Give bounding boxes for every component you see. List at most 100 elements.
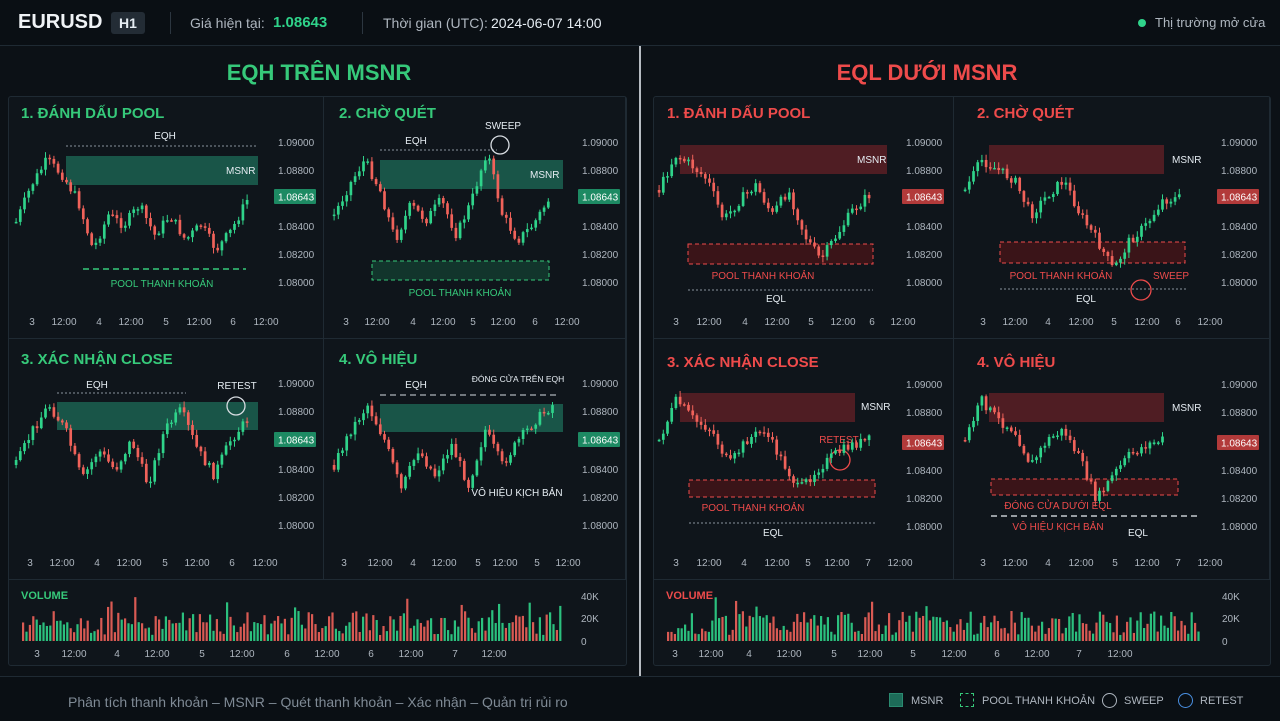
top-bar: EURUSD H1 Giá hiện tại: 1.08643 Thời gia… (0, 0, 1280, 46)
volume-bar (1170, 611, 1173, 641)
candle-body (1131, 237, 1135, 242)
volume-bar (467, 617, 470, 641)
volume-bar (1078, 614, 1081, 641)
volume-bar (389, 616, 392, 641)
volume-bar (243, 623, 246, 641)
price-axis-label: 1.08800 (582, 407, 619, 418)
volume-bar (256, 623, 259, 641)
time-axis-label: 5 (163, 317, 169, 328)
volume-time-label: 12:00 (314, 649, 339, 660)
candle-body (1135, 452, 1139, 455)
volume-bar (714, 597, 717, 641)
volume-bar (1197, 631, 1200, 641)
candle-body (391, 217, 395, 230)
candle-body (504, 214, 508, 218)
candle-body (1077, 206, 1080, 214)
eql-label: EQL (1076, 294, 1096, 305)
market-status-dot-icon (1138, 19, 1146, 27)
volume-bar (979, 622, 982, 641)
candle-body (429, 210, 433, 224)
volume-bar (362, 616, 365, 641)
candle-body (708, 429, 711, 432)
price-tag-label: 1.08643 (1221, 439, 1258, 450)
price-axis-label: 1.08800 (906, 166, 943, 177)
volume-bar (93, 631, 96, 641)
candle-body (56, 163, 60, 173)
candle-body (521, 232, 525, 243)
timeframe-badge[interactable]: H1 (111, 12, 145, 34)
candle-body (1022, 445, 1026, 454)
volume-bar (358, 631, 361, 641)
volume-bar (1102, 614, 1105, 641)
candle-body (530, 227, 533, 230)
candle-body (399, 229, 403, 240)
volume-bar (188, 618, 191, 641)
candle-body (1173, 197, 1177, 202)
candle-body (1110, 475, 1114, 482)
candle-body (77, 191, 81, 209)
candle-body (542, 411, 546, 414)
volume-bar (962, 629, 965, 641)
candle-body (741, 441, 745, 453)
pool-label: POOL THANH KHOẢN (712, 269, 815, 282)
candle-body (813, 474, 816, 483)
volume-bar (181, 612, 184, 641)
candle-body (1014, 177, 1017, 183)
volume-bar (304, 628, 307, 641)
candle-body (441, 458, 445, 471)
left-section-title: EQH TRÊN MSNR (226, 60, 412, 85)
volume-bar (402, 613, 405, 641)
volume-bar (901, 611, 904, 641)
volume-bar (945, 620, 948, 641)
candle-body (729, 455, 732, 459)
volume-bar (1013, 622, 1016, 641)
volume-bar (246, 612, 249, 641)
candle-body (345, 195, 349, 202)
volume-bar (253, 622, 256, 641)
volume-bar (718, 618, 721, 641)
volume-bar (69, 628, 72, 641)
volume-bar (809, 618, 812, 641)
time-label: Thời gian (UTC): (383, 15, 488, 31)
candle-body (821, 255, 825, 258)
candle-body (23, 443, 26, 452)
candle-body (1030, 460, 1034, 462)
candle-body (829, 453, 833, 458)
price-axis-label: 1.08200 (906, 494, 943, 505)
candle-body (115, 215, 119, 219)
time-axis-label: 12:00 (118, 317, 143, 328)
candle-body (829, 240, 833, 246)
market-status: Thị trường mở cửa (1155, 15, 1266, 30)
volume-bar (1064, 627, 1067, 641)
candle-body (378, 424, 382, 435)
volume-bar (697, 634, 700, 641)
volume-bar (311, 614, 314, 641)
candle-body (976, 162, 980, 172)
volume-axis-label: 40K (581, 592, 599, 603)
current-time: 2024-06-07 14:00 (491, 15, 602, 31)
candle-body (387, 209, 391, 218)
symbol-label[interactable]: EURUSD (18, 11, 103, 33)
volume-bar (830, 631, 833, 641)
volume-bar (45, 625, 48, 641)
candle-body (867, 435, 871, 441)
candle-body (404, 215, 407, 230)
candle-body (762, 192, 766, 203)
candle-body (733, 453, 737, 459)
volume-bar (399, 615, 402, 641)
volume-bar (1160, 615, 1163, 641)
volume-bar (35, 619, 38, 641)
candle-body (446, 203, 449, 215)
volume-bar (687, 630, 690, 641)
volume-time-label: 12:00 (144, 649, 169, 660)
candle-body (1085, 214, 1089, 226)
candle-body (766, 202, 770, 209)
volume-bar (969, 611, 972, 641)
candle-body (1026, 453, 1030, 462)
volume-bar (1156, 631, 1159, 641)
candle-body (855, 442, 858, 448)
sweep-circle-icon (1130, 279, 1152, 301)
candle-body (988, 167, 992, 169)
candle-body (492, 158, 496, 175)
candle-body (362, 413, 365, 421)
